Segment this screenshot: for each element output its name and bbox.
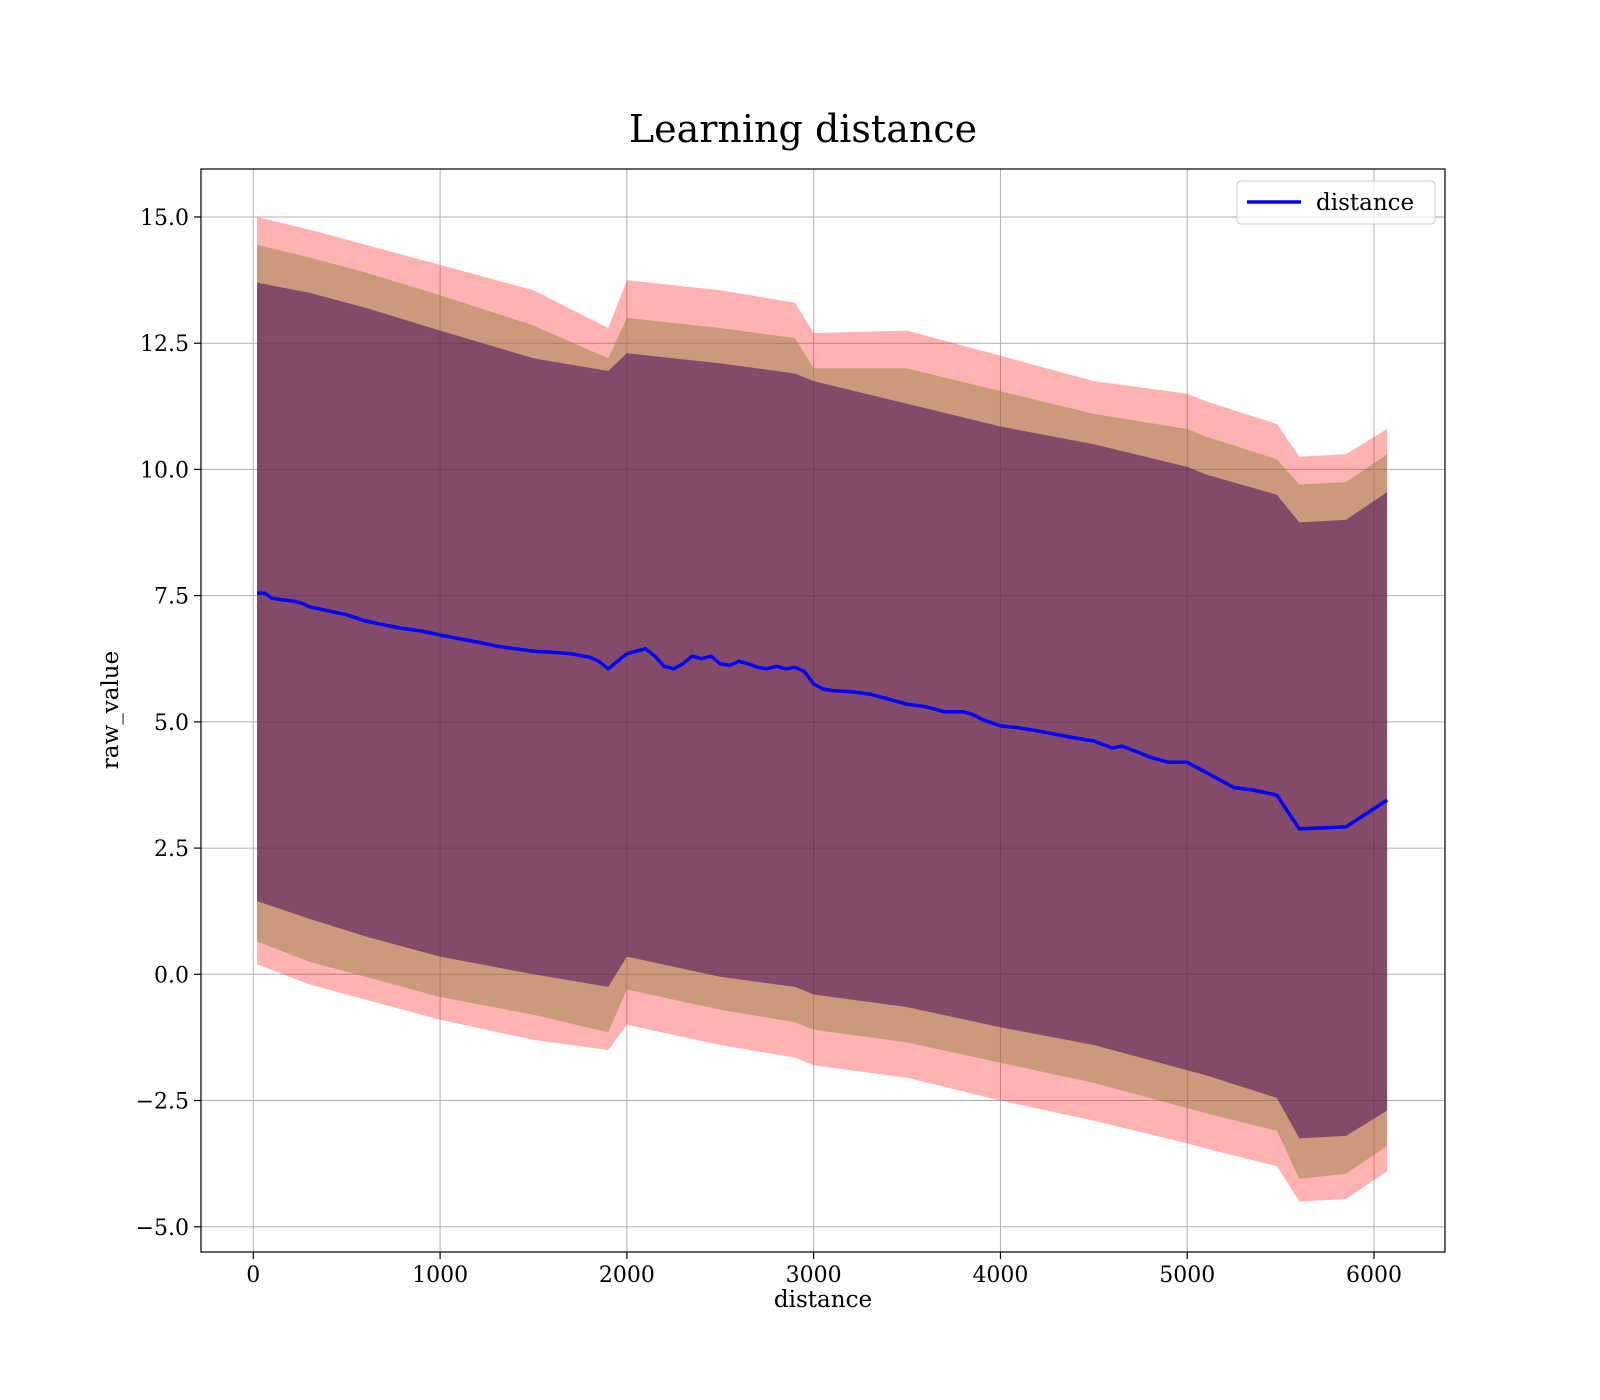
y-tick-label-0: −5.0	[136, 1216, 189, 1241]
y-tick-label-7: 12.5	[140, 332, 189, 357]
x-axis-ticks: 0 1000 2000 3000 4000 5000 6000	[246, 1252, 1402, 1288]
legend-label-distance: distance	[1316, 190, 1414, 216]
x-tick-label-4: 4000	[972, 1263, 1028, 1288]
series-lines	[257, 591, 1389, 831]
x-tick-label-2: 2000	[599, 1263, 655, 1288]
y-tick-label-3: 2.5	[154, 837, 189, 862]
legend-box	[1236, 180, 1436, 225]
x-tick-label-1: 1000	[412, 1263, 468, 1288]
chart-title: Learning distance	[629, 107, 977, 151]
x-tick-label-5: 5000	[1159, 1263, 1215, 1288]
band-areas	[257, 217, 1388, 1202]
y-tick-label-6: 10.0	[140, 458, 189, 483]
y-tick-label-2: 0.0	[154, 963, 189, 988]
series-line-0	[257, 591, 1389, 831]
x-tick-label-3: 3000	[786, 1263, 842, 1288]
x-tick-label-0: 0	[246, 1263, 260, 1288]
band-area-2	[257, 282, 1388, 1139]
plot-frame	[200, 168, 1446, 1253]
y-tick-label-8: 15.0	[140, 206, 189, 231]
y-axis-ticks: −5.0 −2.5 0.0 2.5 5.0 7.5 10.0 12.5 15.0	[136, 206, 201, 1241]
y-axis-label: raw_value	[98, 651, 124, 769]
x-tick-label-6: 6000	[1346, 1263, 1402, 1288]
legend: distance	[1236, 180, 1436, 225]
y-tick-label-1: −2.5	[136, 1090, 189, 1115]
x-axis-label: distance	[774, 1287, 872, 1313]
y-tick-label-5: 7.5	[154, 585, 189, 610]
y-tick-label-4: 5.0	[154, 711, 189, 736]
